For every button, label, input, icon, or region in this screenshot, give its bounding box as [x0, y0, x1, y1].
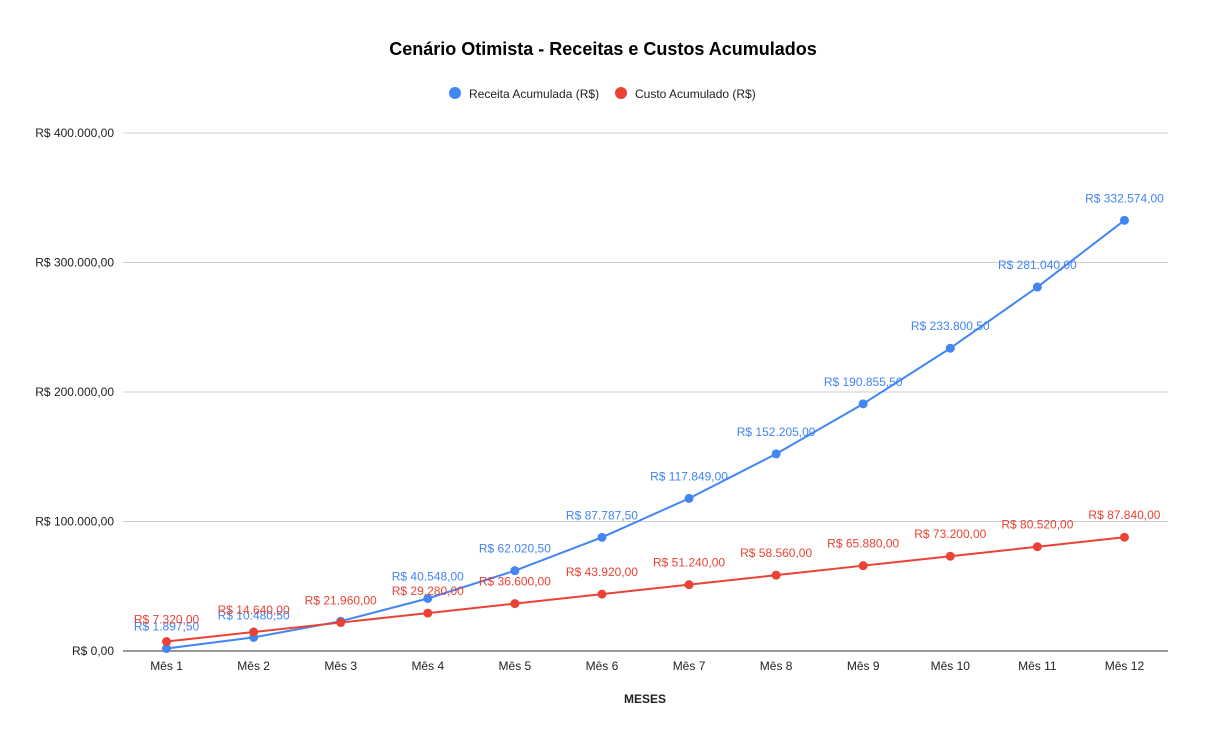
data-label: R$ 233.800,50 [911, 319, 990, 333]
data-label: R$ 51.240,00 [653, 556, 725, 570]
legend-item-custo[interactable]: Custo Acumulado (R$) [615, 87, 756, 101]
data-point[interactable] [771, 449, 781, 459]
data-point[interactable] [1032, 282, 1042, 292]
y-axis-ticks: R$ 0,00 R$ 100.000,00 R$ 200.000,00 R$ 300.… [35, 126, 114, 658]
data-label: R$ 117.849,00 [650, 469, 728, 483]
data-label: R$ 10.480,50 [218, 608, 290, 622]
data-label: R$ 14.640,00 [218, 603, 290, 617]
data-point[interactable] [1032, 542, 1042, 552]
x-axis-title: MESES [624, 692, 666, 706]
x-tick-label: Mês 3 [324, 659, 357, 673]
data-label: R$ 29.280,00 [392, 584, 464, 598]
data-point[interactable] [684, 580, 694, 590]
series-line [166, 219, 1126, 650]
x-tick-label: Mês 10 [931, 659, 971, 673]
x-axis-ticks: Mês 1 Mês 2 Mês 3 Mês 4 Mês 5 Mês 6 Mês 7 Mês 8… [150, 659, 1144, 673]
x-tick-label: Mês 1 [150, 659, 183, 673]
data-point[interactable] [945, 551, 955, 561]
data-label: R$ 21.960,00 [305, 594, 377, 608]
data-point[interactable] [510, 566, 520, 576]
series-line [166, 536, 1125, 643]
data-point[interactable] [162, 644, 172, 654]
data-point[interactable] [162, 637, 172, 647]
x-tick-label: Mês 7 [673, 659, 706, 673]
data-point[interactable] [945, 343, 955, 353]
data-series [162, 215, 1129, 654]
data-point[interactable] [597, 532, 607, 542]
legend-label-custo: Custo Acumulado (R$) [635, 87, 756, 101]
data-point[interactable] [684, 493, 694, 503]
gridlines [123, 132, 1168, 522]
x-tick-label: Mês 9 [847, 659, 880, 673]
x-tick-label: Mês 2 [237, 659, 270, 673]
data-label: R$ 1.897,50 [134, 620, 200, 634]
data-point[interactable] [597, 589, 607, 599]
x-tick-label: Mês 11 [1018, 659, 1057, 673]
y-tick-label: R$ 0,00 [72, 644, 114, 658]
data-point[interactable] [858, 399, 868, 409]
data-point[interactable] [1119, 215, 1129, 225]
legend-item-receita[interactable]: Receita Acumulada (R$) [449, 87, 599, 101]
legend-label-receita: Receita Acumulada (R$) [469, 87, 599, 101]
data-labels: R$ 1.897,50 R$ 10.480,50 R$ 40.548,00 R$ 62… [134, 191, 1164, 633]
data-label: R$ 87.787,50 [566, 508, 638, 522]
chart-title: Cenário Otimista - Receitas e Custos Acu… [389, 39, 816, 59]
x-tick-label: Mês 6 [586, 659, 619, 673]
y-tick-label: R$ 300.000,00 [35, 256, 114, 270]
data-point[interactable] [249, 627, 259, 637]
data-label: R$ 58.560,00 [740, 546, 812, 560]
data-label: R$ 36.600,00 [479, 575, 551, 589]
legend-marker-receita [449, 87, 461, 99]
data-point[interactable] [423, 608, 433, 618]
data-point[interactable] [336, 618, 346, 628]
data-label: R$ 43.920,00 [566, 565, 638, 579]
data-label: R$ 152.205,00 [737, 425, 816, 439]
x-tick-label: Mês 5 [499, 659, 532, 673]
data-label: R$ 332.574,00 [1085, 191, 1164, 205]
data-point[interactable] [771, 570, 781, 580]
data-label: R$ 87.840,00 [1088, 508, 1160, 522]
data-point[interactable] [423, 593, 433, 603]
y-tick-label: R$ 100.000,00 [35, 515, 114, 529]
data-label: R$ 40.548,00 [392, 569, 464, 583]
y-tick-label: R$ 200.000,00 [35, 385, 114, 399]
data-label: R$ 281.040,00 [998, 258, 1077, 272]
data-point[interactable] [510, 599, 520, 609]
x-tick-label: Mês 8 [760, 659, 793, 673]
data-label: R$ 73.200,00 [914, 527, 986, 541]
y-tick-label: R$ 400.000,00 [35, 126, 114, 140]
x-tick-label: Mês 12 [1105, 659, 1145, 673]
data-label: R$ 62.020,50 [479, 542, 551, 556]
data-label: R$ 190.855,50 [824, 375, 903, 389]
data-point[interactable] [1119, 532, 1129, 542]
data-label: R$ 65.880,00 [827, 537, 899, 551]
data-label: R$ 80.520,00 [1001, 518, 1073, 532]
data-point[interactable] [858, 561, 868, 571]
legend: Receita Acumulada (R$) Custo Acumulado (… [449, 87, 756, 101]
x-tick-label: Mês 4 [411, 659, 444, 673]
data-label: R$ 7.320,00 [134, 613, 200, 627]
legend-marker-custo [615, 87, 627, 99]
